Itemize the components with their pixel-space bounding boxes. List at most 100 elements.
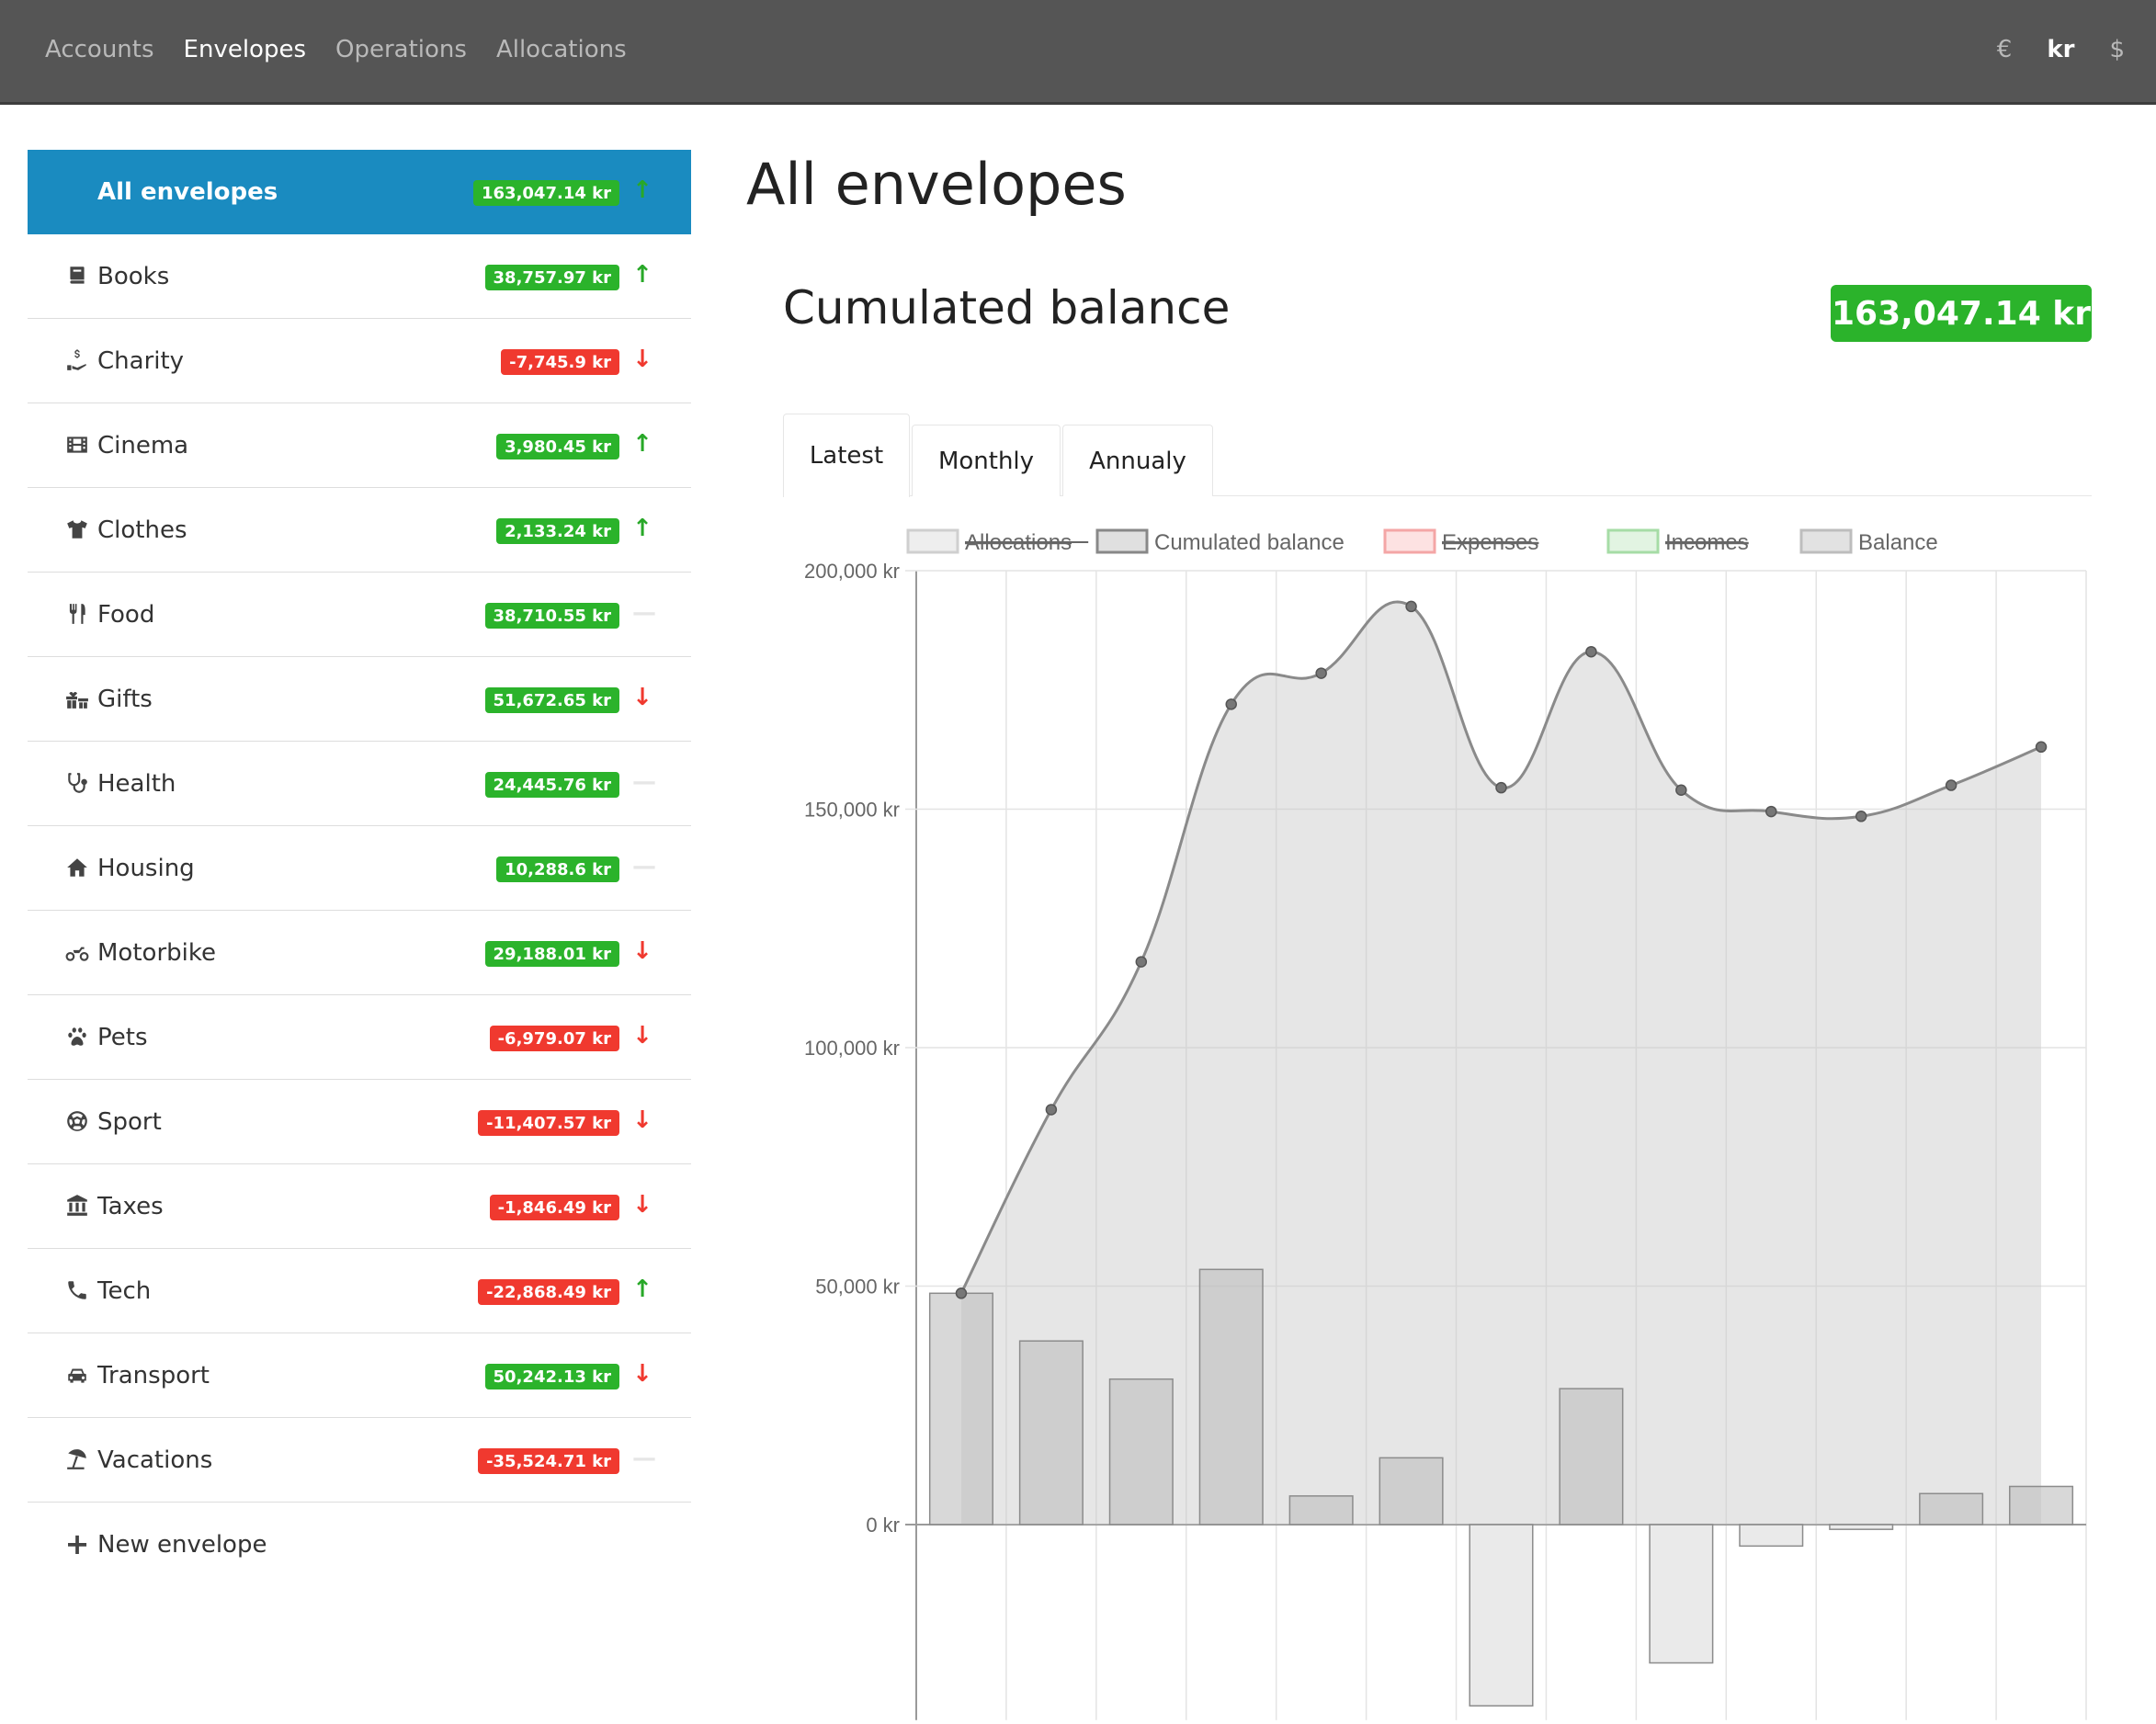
sidebar-item-label: Clothes (97, 516, 187, 544)
legend-swatch (1799, 528, 1853, 554)
page-title: All envelopes (746, 151, 1127, 218)
sidebar-item-all-envelopes[interactable]: All envelopes 163,047.14 kr ↑ (28, 150, 691, 234)
sidebar-item-label: Charity (97, 347, 185, 375)
trend-up-arrow-icon: ↑ (632, 430, 652, 458)
balance-bar (1559, 1388, 1624, 1526)
balance-bar (1108, 1378, 1174, 1526)
amount-badge: 51,672.65 kr (484, 687, 619, 713)
trend-up-arrow-icon: ↑ (632, 176, 652, 204)
balance-bar (1919, 1492, 1984, 1526)
stethoscope-icon (64, 769, 90, 797)
amount-badge: -7,745.9 kr (501, 349, 619, 375)
tab-monthly[interactable]: Monthly (912, 425, 1061, 496)
sidebar-item-motorbike[interactable]: Motorbike 29,188.01 kr ↓ (28, 911, 691, 995)
currency-euro[interactable]: € (1996, 36, 2013, 63)
phone-icon (64, 1276, 90, 1304)
nav-allocations[interactable]: Allocations (495, 36, 627, 63)
tab-annualy[interactable]: Annualy (1062, 425, 1213, 496)
gifts-icon (64, 685, 90, 712)
legend-swatch (1095, 528, 1149, 554)
currency-dollar[interactable]: $ (2109, 36, 2125, 63)
sidebar-item-food[interactable]: Food 38,710.55 kr — (28, 573, 691, 657)
tab-latest[interactable]: Latest (783, 414, 910, 497)
nav-links: Accounts Envelopes Operations Allocation… (45, 0, 627, 99)
trend-down-arrow-icon: ↓ (632, 1191, 652, 1219)
sidebar-item-sport[interactable]: Sport -11,407.57 kr ↓ (28, 1080, 691, 1164)
film-icon (64, 431, 90, 459)
sidebar-item-label: Cinema (97, 432, 189, 459)
sidebar-item-label: Sport (97, 1108, 162, 1136)
sidebar-item-housing[interactable]: Housing 10,288.6 kr — (28, 826, 691, 911)
y-tick-label: 50,000 kr (815, 1276, 900, 1299)
balance-bar (1829, 1524, 1894, 1530)
sidebar-item-charity[interactable]: Charity -7,745.9 kr ↓ (28, 319, 691, 403)
sidebar-item-clothes[interactable]: Clothes 2,133.24 kr ↑ (28, 488, 691, 573)
sidebar-item-cinema[interactable]: Cinema 3,980.45 kr ↑ (28, 403, 691, 488)
cumulated-balance-point (1405, 600, 1417, 613)
envelope-sidebar: All envelopes 163,047.14 kr ↑ Books 38,757.9… (28, 150, 691, 1587)
y-tick-label: 200,000 kr (804, 560, 900, 583)
amount-badge: -1,846.49 kr (489, 1195, 619, 1220)
trend-up-arrow-icon: ↑ (632, 261, 652, 289)
balance-bar (1469, 1524, 1534, 1707)
trend-flat-icon: — (632, 768, 656, 796)
amount-badge: 2,133.24 kr (496, 518, 619, 544)
cumulated-balance-point (1945, 779, 1957, 791)
cumulated-balance-point (1765, 805, 1777, 818)
legend-swatch (1606, 528, 1660, 554)
trend-down-arrow-icon: ↓ (632, 684, 652, 711)
cumulated-balance-point (1675, 784, 1687, 796)
amount-badge: 3,980.45 kr (496, 434, 619, 459)
sidebar-item-label: Taxes (97, 1193, 164, 1220)
sidebar-item-label: Tech (97, 1277, 152, 1305)
period-tabs: Latest Monthly Annualy (783, 414, 2092, 497)
sidebar-item-health[interactable]: Health 24,445.76 kr — (28, 742, 691, 826)
section-title: Cumulated balance (783, 281, 1231, 335)
trend-flat-icon: — (632, 1445, 656, 1472)
trend-flat-icon: — (632, 853, 656, 880)
sidebar-item-vacations[interactable]: Vacations -35,524.71 kr — (28, 1418, 691, 1503)
plus-icon: + (64, 1526, 90, 1561)
nav-operations[interactable]: Operations (335, 36, 467, 63)
trend-up-arrow-icon: ↑ (632, 1276, 652, 1303)
y-tick-label: 100,000 kr (804, 1037, 900, 1060)
sidebar-item-taxes[interactable]: Taxes -1,846.49 kr ↓ (28, 1164, 691, 1249)
amount-badge: 38,757.97 kr (484, 265, 619, 290)
sidebar-item-tech[interactable]: Tech -22,868.49 kr ↑ (28, 1249, 691, 1333)
y-tick-label: 150,000 kr (804, 799, 900, 822)
legend-label: Balance (1858, 530, 1938, 555)
new-envelope-button[interactable]: + New envelope (28, 1503, 691, 1587)
balance-bar (1379, 1457, 1444, 1526)
nav-envelopes[interactable]: Envelopes (183, 36, 306, 63)
sidebar-item-books[interactable]: Books 38,757.97 kr ↑ (28, 234, 691, 319)
trend-up-arrow-icon: ↑ (632, 515, 652, 542)
sidebar-item-transport[interactable]: Transport 50,242.13 kr ↓ (28, 1333, 691, 1418)
nav-accounts[interactable]: Accounts (45, 36, 154, 63)
book-icon (64, 262, 90, 289)
trend-down-arrow-icon: ↓ (632, 937, 652, 965)
sidebar-item-label: Motorbike (97, 939, 216, 967)
trend-down-arrow-icon: ↓ (632, 1360, 652, 1388)
sidebar-item-gifts[interactable]: Gifts 51,672.65 kr ↓ (28, 657, 691, 742)
sidebar-item-label: Transport (97, 1362, 210, 1389)
sidebar-item-pets[interactable]: Pets -6,979.07 kr ↓ (28, 995, 691, 1080)
trend-down-arrow-icon: ↓ (632, 1022, 652, 1049)
trend-flat-icon: — (632, 599, 656, 627)
balance-bar (928, 1292, 993, 1526)
sidebar-item-label: Gifts (97, 686, 153, 713)
utensils-icon (64, 600, 90, 628)
home-icon (64, 854, 90, 881)
balance-bar (2009, 1485, 2074, 1526)
football-icon (64, 1107, 90, 1135)
sidebar-item-label: Housing (97, 855, 195, 882)
legend-swatch (1383, 528, 1436, 554)
top-navbar: Accounts Envelopes Operations Allocation… (0, 0, 2156, 105)
amount-badge: -11,407.57 kr (478, 1110, 619, 1136)
sidebar-item-label: Vacations (97, 1446, 213, 1474)
amount-badge: -35,524.71 kr (478, 1448, 619, 1474)
balance-bar (1739, 1524, 1804, 1548)
y-tick-label: 0 kr (866, 1514, 900, 1537)
tshirt-icon (64, 516, 90, 543)
currency-krone[interactable]: kr (2047, 36, 2075, 63)
sidebar-item-label: Books (97, 263, 170, 290)
